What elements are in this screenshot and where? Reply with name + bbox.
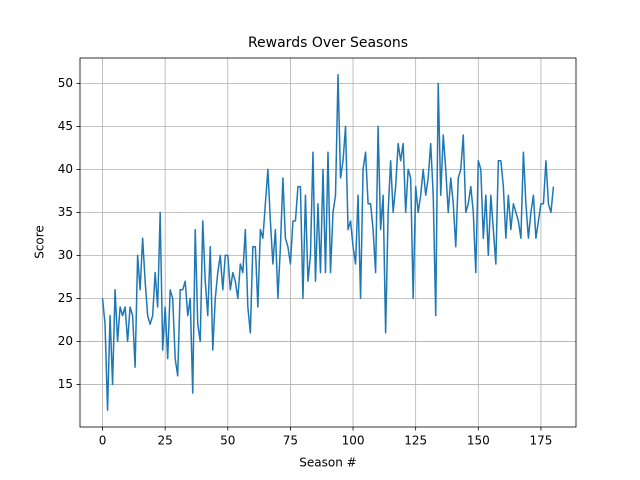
chart-title: Rewards Over Seasons	[248, 35, 408, 51]
y-tick-label: 40	[58, 162, 73, 176]
y-tick-label: 25	[58, 291, 73, 305]
y-tick-label: 15	[58, 377, 73, 391]
y-tick-label: 45	[58, 119, 73, 133]
x-tick-label: 25	[158, 434, 173, 448]
x-tick-label: 100	[342, 434, 365, 448]
line-series	[101, 74, 555, 411]
x-tick-label: 125	[404, 434, 427, 448]
x-tick-label: 50	[220, 434, 235, 448]
y-axis-label: Score	[33, 225, 47, 259]
x-tick-label: 75	[283, 434, 298, 448]
x-tick-label: 175	[529, 434, 552, 448]
x-axis-label: Season #	[299, 456, 356, 470]
y-tick-label: 30	[58, 248, 73, 262]
plot-frame	[79, 57, 577, 428]
y-tick-label: 50	[58, 76, 73, 90]
x-tick-label: 0	[99, 434, 107, 448]
x-tick-label: 150	[467, 434, 490, 448]
y-tick-label: 20	[58, 334, 73, 348]
y-tick-label: 35	[58, 205, 73, 219]
